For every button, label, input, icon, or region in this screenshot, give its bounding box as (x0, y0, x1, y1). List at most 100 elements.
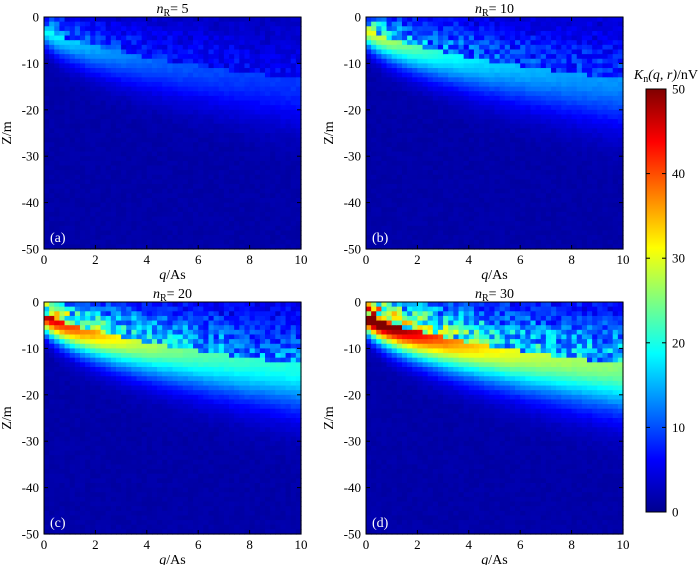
heatmap-cell (458, 114, 465, 120)
heatmap-cell (146, 109, 153, 116)
heatmap-cell (551, 202, 557, 208)
heatmap-cell (105, 49, 112, 55)
heatmap-cell (295, 211, 302, 218)
heatmap-cell (229, 35, 235, 41)
heatmap-cell (412, 207, 418, 213)
heatmap-cell (141, 91, 148, 97)
heatmap-cell (371, 244, 377, 250)
heatmap-cell (249, 211, 256, 218)
heatmap-cell (499, 202, 506, 208)
heatmap-cell (95, 174, 102, 180)
heatmap-cell (74, 151, 81, 157)
heatmap-cell (105, 114, 112, 120)
heatmap-cell (100, 146, 107, 153)
heatmap-cell (371, 202, 377, 208)
heatmap-cell (412, 68, 418, 74)
heatmap-cell (468, 137, 475, 143)
y-tick-label: -20 (22, 102, 39, 117)
heatmap-cell (576, 244, 583, 250)
heatmap-cell (131, 156, 138, 162)
heatmap-cell (79, 72, 86, 78)
heatmap-cell (473, 146, 480, 153)
heatmap-cell (54, 123, 61, 129)
heatmap-cell (275, 179, 282, 185)
heatmap-cell (100, 21, 107, 27)
heatmap-cell (146, 128, 153, 134)
heatmap-cell (64, 35, 71, 41)
heatmap-cell (525, 207, 532, 213)
heatmap-cell (396, 114, 403, 120)
heatmap-cell (95, 197, 102, 204)
heatmap-cell (592, 123, 598, 129)
heatmap-cell (463, 35, 470, 41)
heatmap-cell (509, 221, 516, 227)
heatmap-cell (566, 119, 573, 125)
heatmap-cell (391, 221, 398, 227)
heatmap-cell (208, 30, 215, 37)
heatmap-cell (530, 95, 537, 102)
heatmap-cell (458, 202, 465, 208)
heatmap-cell (79, 35, 86, 41)
heatmap-cell (484, 49, 490, 55)
heatmap-cell (295, 77, 302, 83)
heatmap-cell (90, 221, 96, 227)
heatmap-cell (509, 58, 516, 64)
heatmap-cell (407, 133, 413, 139)
heatmap-cell (453, 68, 460, 74)
heatmap-cell (177, 211, 184, 218)
heatmap-cell (381, 58, 388, 64)
heatmap-cell (412, 40, 418, 46)
heatmap-cell (371, 63, 377, 69)
heatmap-cell (407, 77, 413, 83)
heatmap-cell (249, 137, 256, 143)
heatmap-cell (386, 105, 393, 111)
heatmap-cell (612, 95, 619, 102)
heatmap-cell (412, 146, 418, 153)
heatmap-cell (100, 105, 107, 111)
heatmap-cell (218, 225, 225, 232)
heatmap-cell (85, 239, 91, 245)
heatmap-cell (234, 160, 240, 167)
heatmap-cell (105, 225, 112, 232)
heatmap-cell (126, 30, 132, 37)
heatmap-cell (612, 151, 619, 157)
heatmap-cell (54, 21, 61, 27)
heatmap-cell (535, 91, 542, 97)
heatmap-cell (571, 216, 578, 222)
heatmap-cell (592, 26, 598, 32)
heatmap-cell (172, 17, 179, 23)
heatmap-cell (290, 40, 297, 46)
heatmap-cell (90, 142, 96, 148)
heatmap-cell (280, 105, 287, 111)
heatmap-cell (90, 235, 96, 241)
heatmap-cell (366, 105, 372, 111)
heatmap-cell (177, 119, 184, 125)
heatmap-cell (443, 105, 449, 111)
heatmap-cell (448, 40, 454, 46)
heatmap-cell (244, 86, 251, 92)
heatmap-cell (371, 133, 377, 139)
heatmap-cell (494, 235, 501, 241)
heatmap-cell (376, 193, 383, 199)
heatmap-cell (141, 239, 148, 245)
heatmap-cell (234, 137, 240, 143)
heatmap-cell (412, 142, 418, 148)
heatmap-cell (182, 40, 189, 46)
heatmap-cell (74, 225, 81, 232)
heatmap-cell (484, 230, 490, 236)
heatmap-cell (607, 202, 614, 208)
heatmap-cell (95, 193, 102, 199)
heatmap-cell (121, 128, 127, 134)
heatmap-cell (131, 95, 138, 102)
heatmap-cell (617, 30, 624, 37)
heatmap-cell (556, 146, 562, 153)
heatmap-cell (74, 128, 81, 134)
heatmap-cell (545, 49, 552, 55)
heatmap-cell (218, 244, 225, 250)
heatmap-cell (443, 221, 449, 227)
heatmap-cell (49, 137, 55, 143)
heatmap-cell (229, 142, 235, 148)
heatmap-cell (74, 44, 81, 51)
heatmap-cell (602, 137, 609, 143)
heatmap-cell (290, 184, 297, 190)
